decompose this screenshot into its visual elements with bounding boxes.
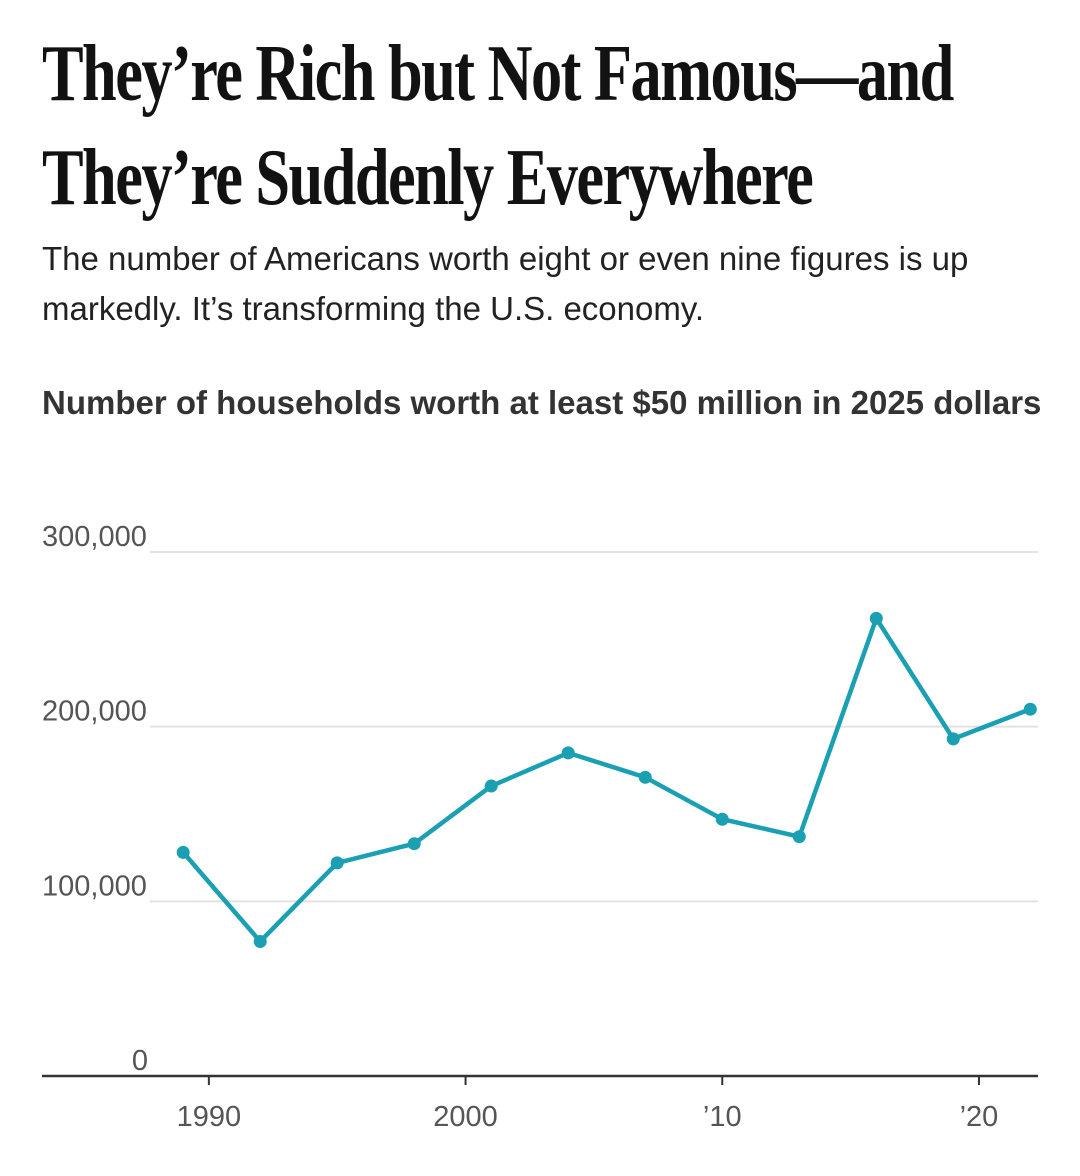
data-point-2016 xyxy=(869,611,883,625)
x-tick-label-3: ’20 xyxy=(960,1101,999,1133)
y-tick-label-1: 100,000 xyxy=(42,870,147,902)
data-point-2019 xyxy=(946,732,960,746)
dek: The number of Americans worth eight or e… xyxy=(42,240,969,327)
y-tick-label-0: 0 xyxy=(132,1045,148,1077)
data-series xyxy=(176,611,1037,949)
x-tick-label-1: 2000 xyxy=(433,1101,498,1133)
data-point-2022 xyxy=(1023,702,1037,716)
x-tick-label-0: 1990 xyxy=(177,1101,242,1133)
data-point-1989 xyxy=(176,845,190,859)
series-line-0 xyxy=(180,616,1033,944)
gridlines xyxy=(150,551,1038,903)
x-tick-label-2: ’10 xyxy=(703,1101,742,1133)
y-tick-label-2: 200,000 xyxy=(42,696,147,728)
data-point-2010 xyxy=(715,812,729,826)
x-axis-ticks: 1990 2000 ’10 ’20 xyxy=(177,1076,999,1133)
data-point-1995 xyxy=(330,856,344,870)
headline: They’re Rich but Not Famous—and They’re … xyxy=(42,22,954,230)
headline-line-2: They’re Suddenly Everywhere xyxy=(42,134,814,222)
data-point-2004 xyxy=(561,746,575,760)
data-point-1992 xyxy=(253,935,267,949)
data-point-1998 xyxy=(407,837,421,851)
data-point-2007 xyxy=(638,770,652,784)
headline-line-1: They’re Rich but Not Famous—and xyxy=(42,30,954,118)
chart-title: Number of households worth at least $50 … xyxy=(42,384,1042,421)
data-point-2013 xyxy=(792,830,806,844)
y-axis-tick-labels: 0 100,000 200,000 300,000 xyxy=(42,521,148,1077)
data-point-2001 xyxy=(484,779,498,793)
y-tick-label-3: 300,000 xyxy=(42,521,147,553)
